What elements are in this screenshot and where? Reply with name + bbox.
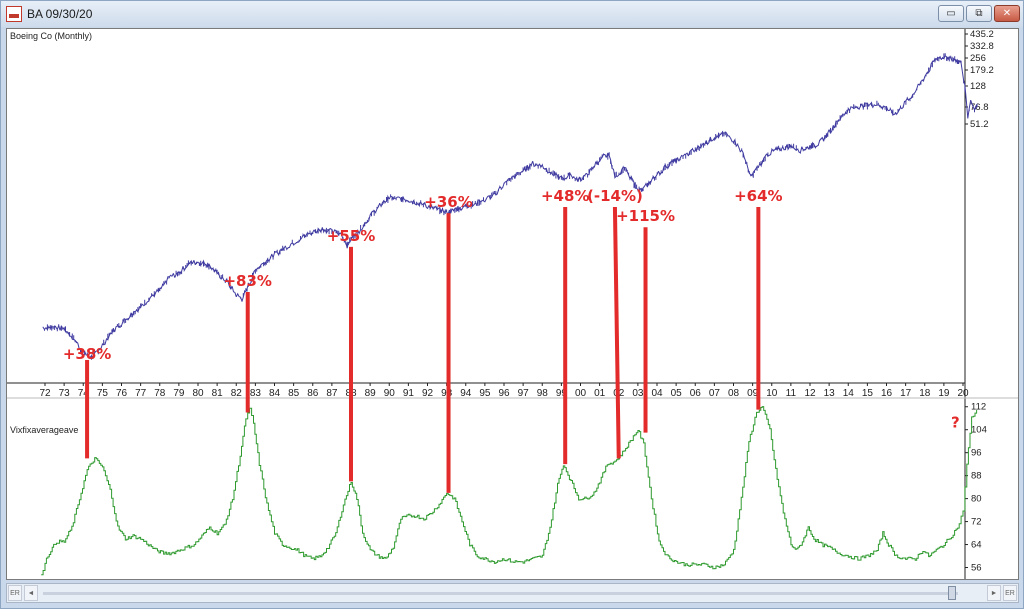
annotation-label: +38%: [63, 345, 111, 363]
x-tick-label: 96: [498, 388, 510, 399]
x-tick-label: 16: [881, 388, 893, 399]
x-tick-label: 18: [919, 388, 931, 399]
x-tick-label: 08: [728, 388, 740, 399]
x-tick-label: 86: [307, 388, 319, 399]
x-tick-label: 04: [651, 388, 663, 399]
minimize-button[interactable]: ▭: [938, 5, 964, 22]
price-y-tick-label: 256: [970, 53, 986, 64]
x-tick-label: 99: [556, 388, 568, 399]
annotation-label: +48%: [541, 187, 589, 205]
x-tick-label: 03: [632, 388, 644, 399]
price-series-line: [42, 53, 978, 360]
scroll-end-button[interactable]: ER: [1003, 585, 1017, 601]
x-tick-label: 90: [384, 388, 396, 399]
price-y-tick-label: 435.2: [970, 29, 994, 40]
x-tick-label: 85: [288, 388, 300, 399]
annotation-label: +83%: [223, 272, 271, 290]
scroll-thumb[interactable]: [948, 586, 956, 600]
x-tick-label: 89: [365, 388, 377, 399]
x-tick-label: 76: [116, 388, 128, 399]
x-tick-label: 17: [900, 388, 912, 399]
price-pane-title: Boeing Co (Monthly): [10, 31, 92, 41]
x-tick-label: 05: [671, 388, 683, 399]
chart-app-icon: [6, 6, 22, 22]
indicator-y-tick-label: 56: [971, 563, 982, 574]
indicator-y-tick-label: 96: [971, 448, 982, 459]
x-tick-label: 83: [250, 388, 262, 399]
x-tick-label: 14: [843, 388, 855, 399]
indicator-y-tick-label: 80: [971, 494, 982, 505]
x-tick-label: 95: [479, 388, 491, 399]
x-tick-label: 82: [231, 388, 243, 399]
x-tick-label: 94: [460, 388, 472, 399]
x-tick-label: 80: [192, 388, 204, 399]
indicator-y-tick-label: 72: [971, 517, 982, 528]
scroll-right-button[interactable]: ►: [987, 585, 1001, 601]
x-tick-label: 13: [824, 388, 836, 399]
price-y-tick-label: 179.2: [970, 65, 994, 76]
x-tick-label: 12: [804, 388, 816, 399]
x-tick-label: 75: [97, 388, 109, 399]
x-tick-label: 11: [786, 388, 797, 399]
x-tick-label: 20: [957, 388, 969, 399]
scroll-left-button[interactable]: ◄: [24, 585, 38, 601]
x-tick-label: 78: [154, 388, 166, 399]
annotation-label: +115%: [616, 207, 675, 225]
restore-button[interactable]: ⧉: [966, 5, 992, 22]
price-y-tick-label: 128: [970, 81, 986, 92]
annotation-label: +55%: [327, 227, 375, 245]
title-bar[interactable]: BA 09/30/20 ▭ ⧉ ✕: [1, 1, 1023, 27]
x-tick-label: 10: [766, 388, 778, 399]
x-tick-label: 72: [39, 388, 51, 399]
x-tick-label: 84: [269, 388, 281, 399]
annotation-label: ?: [951, 414, 960, 432]
annotation-label: +36%: [424, 193, 472, 211]
window-title: BA 09/30/20: [27, 7, 93, 21]
x-tick-label: 97: [518, 388, 530, 399]
price-y-tick-label: 76.8: [970, 102, 989, 113]
x-tick-label: 79: [173, 388, 185, 399]
x-tick-label: 00: [575, 388, 587, 399]
horizontal-scrollbar[interactable]: ER ◄ ► ER: [6, 583, 1019, 603]
indicator-y-tick-label: 88: [971, 471, 982, 482]
price-y-tick-label: 51.2: [970, 119, 989, 130]
x-tick-label: 73: [59, 388, 71, 399]
x-tick-label: 92: [422, 388, 434, 399]
x-tick-label: 91: [403, 388, 415, 399]
indicator-pane-title: Vixfixaverageave: [10, 425, 78, 435]
price-y-tick-label: 332.8: [970, 41, 994, 52]
indicator-y-tick-label: 112: [971, 402, 986, 413]
chart-area: Boeing Co (Monthly) Vixfixaverageave 72 7…: [6, 28, 1019, 580]
annotation-label: (-14%): [587, 187, 643, 205]
indicator-series-line: [41, 406, 978, 576]
x-tick-label: 09: [747, 388, 759, 399]
scroll-start-button[interactable]: ER: [8, 585, 22, 601]
x-tick-label: 06: [690, 388, 702, 399]
x-tick-label: 15: [862, 388, 874, 399]
x-tick-label: 19: [938, 388, 950, 399]
indicator-y-tick-label: 104: [971, 425, 987, 436]
x-tick-label: 01: [594, 388, 606, 399]
close-button[interactable]: ✕: [994, 5, 1020, 22]
x-tick-label: 74: [78, 388, 90, 399]
x-tick-label: 81: [212, 388, 224, 399]
x-tick-label: 77: [135, 388, 147, 399]
x-tick-label: 07: [709, 388, 721, 399]
annotation-line: [612, 206, 621, 459]
chart-svg: Boeing Co (Monthly) Vixfixaverageave 72 7…: [7, 29, 1018, 579]
x-tick-label: 87: [326, 388, 338, 399]
annotation-label: +64%: [734, 187, 782, 205]
x-tick-label: 98: [537, 388, 549, 399]
indicator-y-tick-label: 64: [971, 540, 982, 551]
scroll-track[interactable]: [43, 592, 958, 595]
